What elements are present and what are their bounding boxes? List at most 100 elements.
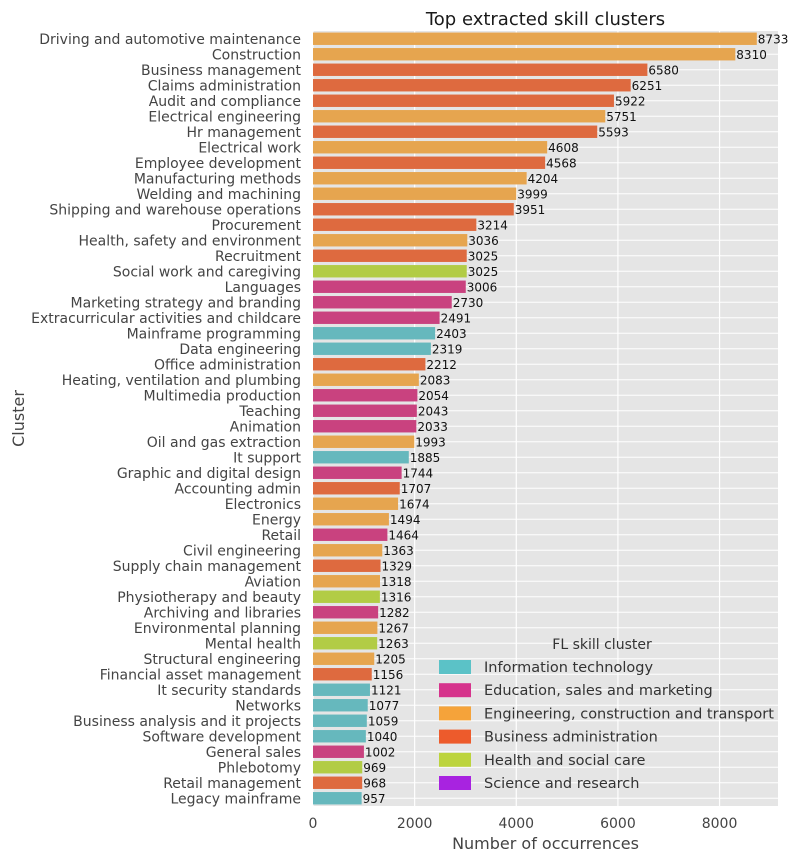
y-tick-label: Physiotherapy and beauty bbox=[117, 590, 301, 606]
y-tick-label: Hr management bbox=[186, 125, 301, 141]
bar bbox=[313, 497, 399, 510]
bar-value-label: 4204 bbox=[528, 172, 559, 186]
y-tick-label: Software development bbox=[142, 729, 301, 745]
bar-value-label: 5922 bbox=[615, 94, 646, 108]
bar bbox=[313, 32, 757, 45]
bar bbox=[313, 404, 417, 417]
bar bbox=[313, 792, 362, 805]
bar bbox=[313, 745, 364, 758]
bar-value-label: 6251 bbox=[632, 79, 663, 93]
bar-value-label: 969 bbox=[363, 761, 386, 775]
y-tick-label: Accounting admin bbox=[175, 481, 302, 497]
bar bbox=[313, 265, 467, 278]
legend-swatch bbox=[439, 683, 471, 698]
bar bbox=[313, 389, 418, 402]
bar-value-label: 2212 bbox=[426, 358, 457, 372]
bar bbox=[313, 482, 400, 495]
y-tick-label: Construction bbox=[212, 47, 301, 63]
bar bbox=[313, 218, 477, 231]
y-axis-label: Cluster bbox=[9, 390, 28, 447]
bar-value-label: 3036 bbox=[468, 234, 499, 248]
bar-value-label: 5751 bbox=[606, 110, 637, 124]
y-tick-label: Mainframe programming bbox=[127, 326, 301, 342]
bar bbox=[313, 652, 375, 665]
legend-swatch bbox=[439, 660, 471, 674]
bar bbox=[313, 528, 388, 541]
bar-value-label: 2083 bbox=[420, 373, 451, 387]
bar bbox=[313, 699, 368, 712]
y-tick-label: Marketing strategy and branding bbox=[71, 295, 302, 311]
y-tick-label: Graphic and digital design bbox=[117, 466, 301, 482]
bar-value-label: 2033 bbox=[417, 420, 448, 434]
bar bbox=[313, 513, 389, 526]
bar-value-label: 1494 bbox=[390, 513, 421, 527]
bar-value-label: 1674 bbox=[399, 497, 430, 511]
bar-value-label: 4608 bbox=[548, 141, 579, 155]
bar bbox=[313, 280, 466, 293]
x-tick-label: 8000 bbox=[702, 816, 738, 832]
y-tick-label: Heating, ventilation and plumbing bbox=[62, 373, 301, 389]
bar bbox=[313, 621, 378, 634]
bar bbox=[313, 544, 383, 557]
y-tick-label: Audit and compliance bbox=[149, 94, 301, 110]
y-tick-label: Phlebotomy bbox=[218, 760, 301, 776]
bar bbox=[313, 234, 468, 247]
bar bbox=[313, 187, 517, 200]
bar bbox=[313, 63, 648, 76]
bar-value-label: 8310 bbox=[736, 48, 767, 62]
bar bbox=[313, 420, 417, 433]
y-tick-label: Languages bbox=[225, 280, 301, 296]
legend-swatch bbox=[439, 776, 471, 790]
bar-value-label: 3951 bbox=[515, 203, 546, 217]
bar-value-label: 3214 bbox=[477, 218, 508, 232]
bar bbox=[313, 141, 548, 154]
bar-value-label: 1744 bbox=[403, 466, 434, 480]
bar-value-label: 1329 bbox=[382, 559, 413, 573]
bar bbox=[313, 172, 527, 185]
y-tick-label: Oil and gas extraction bbox=[147, 435, 301, 451]
legend-label: Science and research bbox=[484, 776, 639, 792]
bar-value-label: 2730 bbox=[453, 296, 484, 310]
bar-value-label: 4568 bbox=[546, 156, 577, 170]
bar-value-label: 968 bbox=[363, 776, 386, 790]
bar-value-label: 2319 bbox=[432, 342, 463, 356]
bar-value-label: 1156 bbox=[373, 668, 404, 682]
y-tick-label: General sales bbox=[206, 745, 301, 761]
bar bbox=[313, 311, 440, 324]
bar bbox=[313, 435, 415, 448]
y-tick-label: Environmental planning bbox=[134, 621, 301, 637]
bar-value-label: 3006 bbox=[467, 280, 498, 294]
y-tick-label: Employee development bbox=[135, 156, 302, 172]
bar-value-label: 3025 bbox=[468, 249, 499, 263]
legend-label: Engineering, construction and transport bbox=[484, 706, 774, 722]
y-tick-label: Business analysis and it projects bbox=[73, 714, 301, 730]
y-tick-label: It security standards bbox=[157, 683, 301, 699]
bar bbox=[313, 683, 370, 696]
bar bbox=[313, 110, 606, 123]
x-tick-label: 0 bbox=[309, 816, 318, 832]
bar-value-label: 1059 bbox=[368, 714, 399, 728]
y-tick-label: Mental health bbox=[205, 636, 301, 652]
y-tick-label: Teaching bbox=[238, 404, 301, 420]
bar bbox=[313, 327, 436, 340]
bar-value-label: 2043 bbox=[418, 404, 449, 418]
legend-swatch bbox=[439, 752, 471, 767]
bar bbox=[313, 342, 431, 355]
y-tick-labels: Driving and automotive maintenanceConstr… bbox=[31, 32, 302, 808]
y-tick-label: Animation bbox=[230, 419, 301, 435]
y-tick-label: Retail management bbox=[163, 776, 301, 792]
bar-value-label: 1363 bbox=[383, 544, 414, 558]
bar-value-label: 1707 bbox=[401, 482, 432, 496]
x-tick-label: 2000 bbox=[397, 816, 433, 832]
y-tick-label: Welding and machining bbox=[137, 187, 302, 203]
bar bbox=[313, 249, 467, 262]
y-tick-label: Social work and caregiving bbox=[113, 264, 301, 280]
bar-value-label: 5593 bbox=[598, 125, 629, 139]
bar-value-label: 1282 bbox=[379, 606, 410, 620]
bar bbox=[313, 776, 363, 789]
x-axis-label: Number of occurrences bbox=[452, 834, 639, 853]
bar-value-label: 1318 bbox=[381, 575, 412, 589]
y-tick-label: Structural engineering bbox=[143, 652, 301, 668]
